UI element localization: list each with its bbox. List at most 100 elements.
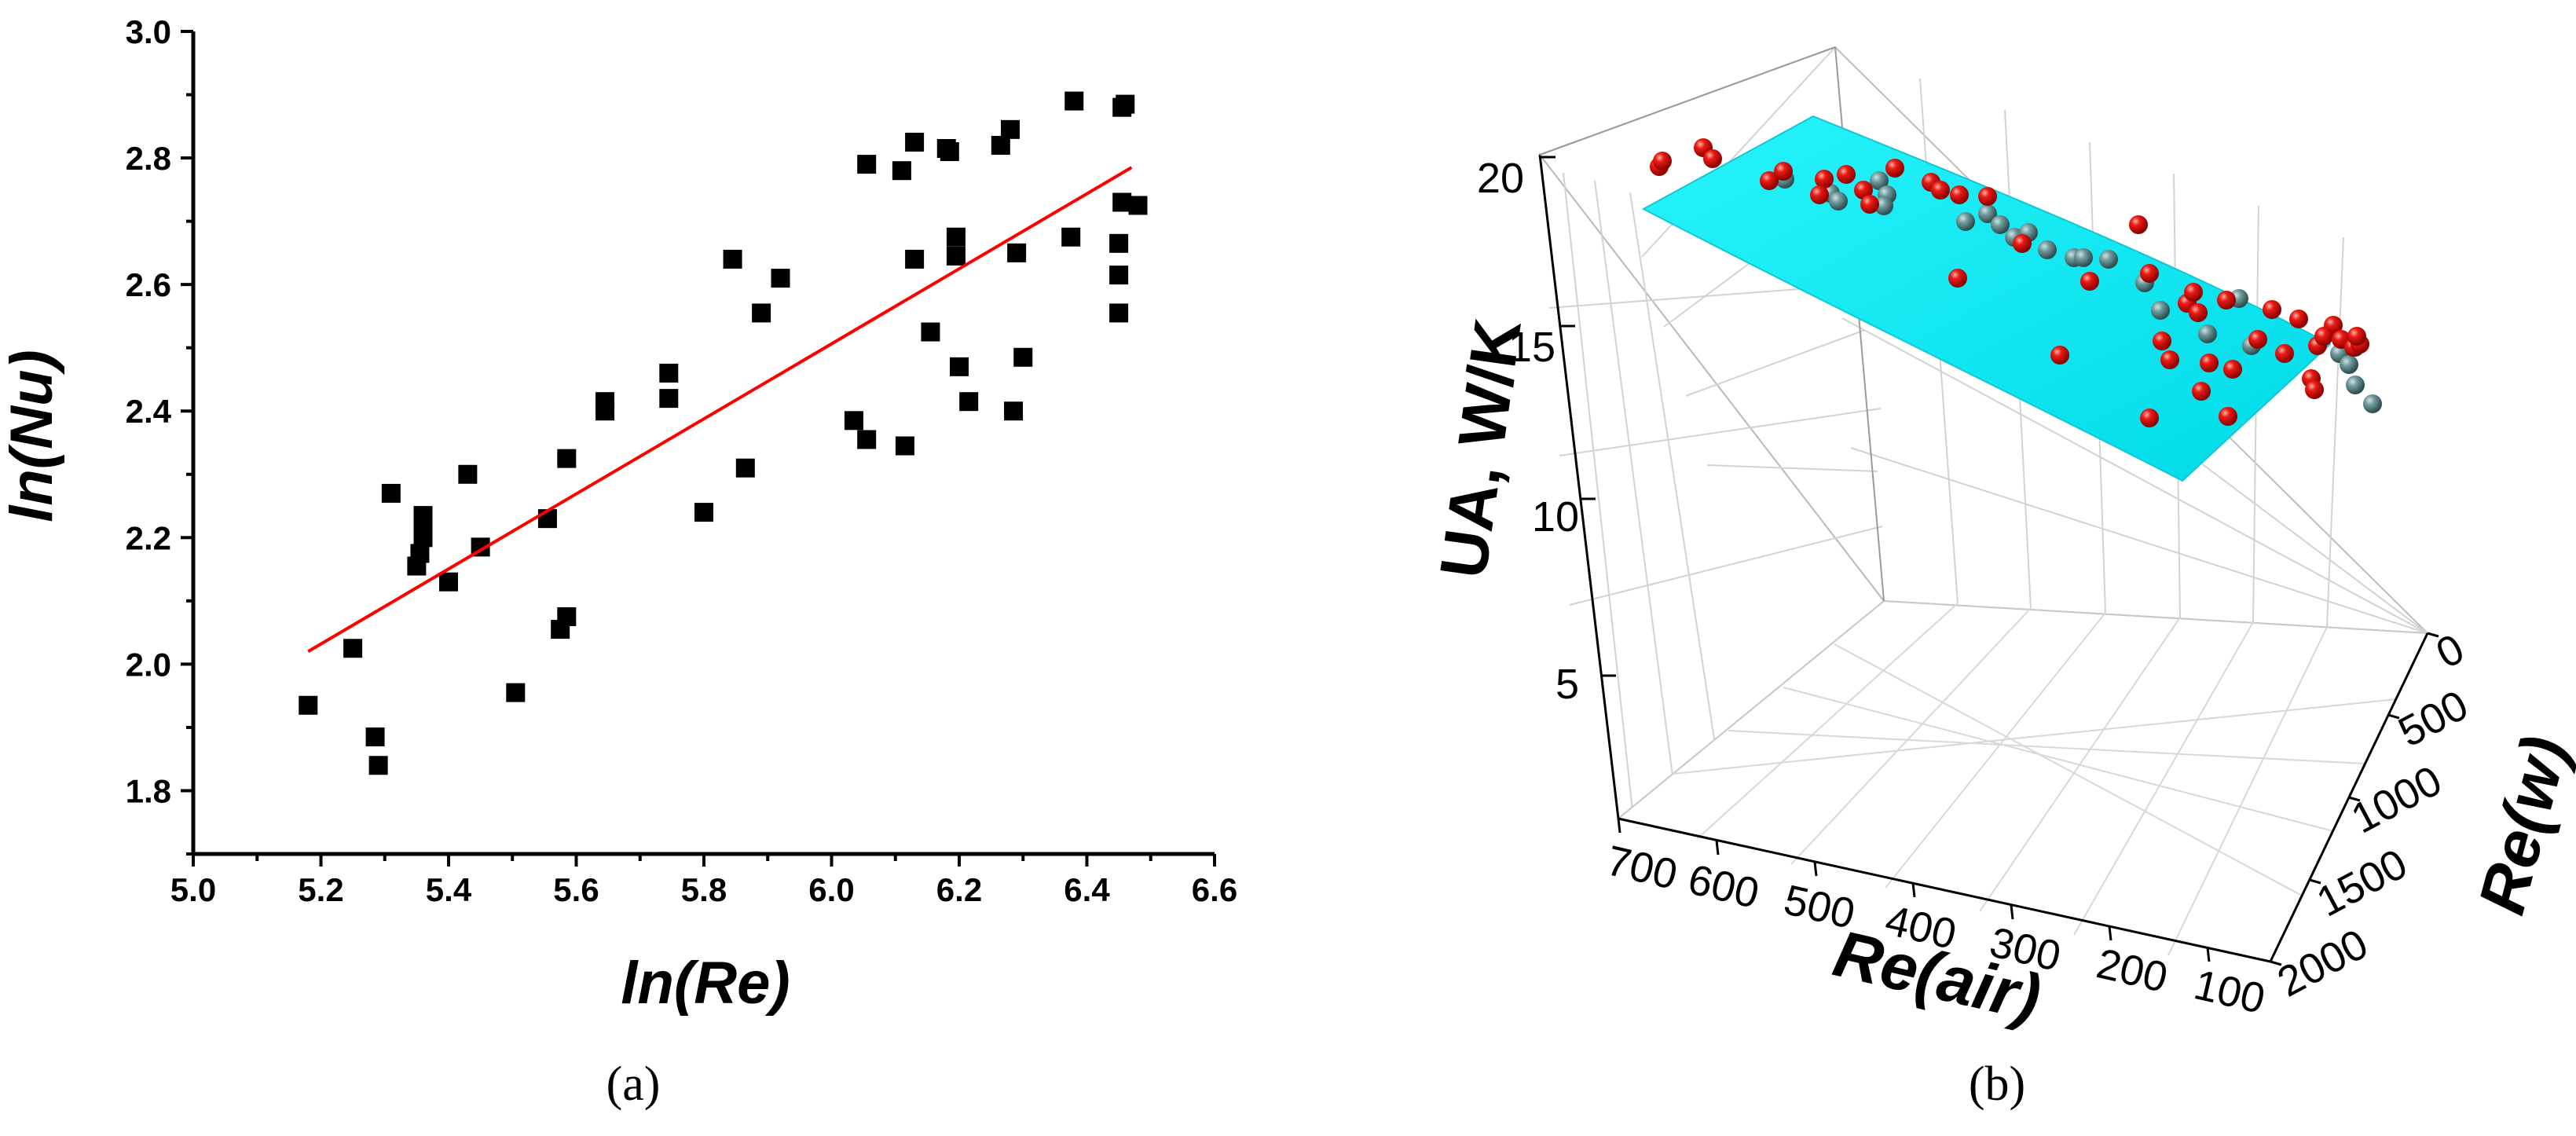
x-tick-label: 6.4 <box>1064 871 1110 908</box>
red-sphere-icon <box>2314 327 2333 346</box>
data-point <box>595 392 615 412</box>
data-point <box>1109 303 1129 323</box>
y-tick-label-b: 0 <box>2428 625 2472 678</box>
grey-sphere-icon <box>1870 171 1889 190</box>
grey-sphere-icon <box>2340 355 2358 374</box>
fitted-surface <box>1641 115 2332 482</box>
plot-a-tick-labels: 5.0 5.2 5.4 5.6 5.8 6.0 6.2 6.4 6.6 1.8 2.0 2.2 2.4 2… <box>126 13 1238 908</box>
red-sphere-icon <box>1885 159 1904 178</box>
data-point <box>723 249 742 269</box>
scatter-plot-a: 5.0 5.2 5.4 5.6 5.8 6.0 6.2 6.4 6.6 1.8 2.0 2.2 2.4 2… <box>0 13 1237 1111</box>
data-spheres <box>1650 138 2382 427</box>
red-sphere-icon <box>1760 171 1779 190</box>
grey-sphere-icon <box>1829 192 1848 211</box>
data-point <box>1112 192 1132 212</box>
data-point <box>946 246 966 266</box>
red-sphere-icon <box>2140 409 2159 427</box>
red-sphere-icon <box>2217 291 2236 310</box>
grey-sphere-icon <box>2363 394 2382 413</box>
x-tick-label-b: 100 <box>2189 961 2269 1023</box>
red-sphere-icon <box>1931 181 1950 200</box>
data-point <box>857 155 877 174</box>
data-point <box>1116 94 1135 114</box>
x-tick-label: 5.4 <box>426 871 472 908</box>
y-ticks-b <box>2270 632 2439 966</box>
grey-sphere-icon <box>2074 248 2093 267</box>
grey-sphere-icon <box>2038 240 2057 259</box>
grey-sphere-icon <box>2099 250 2118 269</box>
red-sphere-icon <box>2140 264 2159 283</box>
data-point <box>410 544 430 563</box>
x-axis-line <box>1618 817 2271 963</box>
x-ticks-b <box>1617 818 2211 962</box>
back-top-edge <box>1539 46 1836 156</box>
red-sphere-icon <box>1703 149 1722 168</box>
data-point <box>1007 243 1027 262</box>
x-tick-label: 6.2 <box>936 871 982 908</box>
data-point <box>950 357 969 376</box>
red-sphere-icon <box>2248 330 2267 349</box>
red-sphere-icon <box>2050 346 2069 365</box>
red-sphere-icon <box>2080 272 2099 291</box>
red-sphere-icon <box>1810 185 1829 204</box>
z-axis-line <box>1538 154 1620 819</box>
grey-sphere-icon <box>1956 212 1975 231</box>
z-tick-label: 20 <box>1477 155 1524 202</box>
data-point <box>365 727 385 747</box>
data-point <box>895 436 914 456</box>
red-sphere-icon <box>1978 187 1997 206</box>
red-sphere-icon <box>1774 162 1793 181</box>
data-point <box>368 756 388 775</box>
data-point <box>1001 119 1020 139</box>
caption-a: (a) <box>606 1057 661 1111</box>
red-sphere-icon <box>1815 170 1834 189</box>
plot-a-points <box>299 91 1148 775</box>
red-sphere-icon <box>1948 269 1967 288</box>
red-sphere-icon <box>2184 283 2203 302</box>
y-tick-label-b: 2000 <box>2270 920 2375 1006</box>
red-sphere-icon <box>2189 303 2208 322</box>
red-sphere-icon <box>2192 382 2211 401</box>
z-axis-label-b: UA, W/K <box>1426 314 1535 582</box>
data-point <box>458 464 478 484</box>
grey-sphere-icon <box>2346 376 2365 394</box>
x-tick-label: 6.6 <box>1192 871 1237 908</box>
x-tick-label: 5.0 <box>170 871 216 908</box>
y-tick-label: 2.6 <box>126 266 171 303</box>
data-point <box>921 322 940 342</box>
data-point <box>771 269 790 288</box>
grey-sphere-icon <box>1978 204 1997 223</box>
data-point <box>940 142 959 162</box>
data-point <box>991 135 1010 155</box>
x-tick-label: 5.8 <box>681 871 727 908</box>
red-sphere-icon <box>2160 350 2179 369</box>
red-sphere-icon <box>1860 195 1879 214</box>
red-sphere-icon <box>2263 300 2281 319</box>
data-point <box>946 227 966 247</box>
data-point <box>439 572 458 592</box>
surface-plot-b: 20 15 10 5 700 600 500 400 300 200 100 0 <box>1426 46 2576 1111</box>
plot-a-ticks <box>181 30 1216 867</box>
y-tick-label: 2.2 <box>126 519 171 556</box>
x-tick-label: 5.6 <box>553 871 599 908</box>
data-point <box>905 249 925 269</box>
data-point <box>557 606 577 626</box>
data-point <box>694 503 713 522</box>
data-point <box>343 639 363 658</box>
data-point <box>752 303 771 323</box>
grey-sphere-icon <box>2198 324 2217 343</box>
data-point <box>1109 266 1129 285</box>
data-point <box>1004 401 1024 421</box>
z-tick-label: 5 <box>1555 661 1579 708</box>
data-point <box>857 430 877 449</box>
y-tick-label: 1.8 <box>126 772 171 809</box>
red-sphere-icon <box>1950 185 1969 204</box>
x-tick-label: 5.2 <box>298 871 343 908</box>
x-tick-label: 6.0 <box>808 871 854 908</box>
red-sphere-icon <box>2275 344 2294 363</box>
data-point <box>299 695 318 715</box>
data-point <box>1013 347 1033 367</box>
data-point <box>506 683 526 702</box>
data-point <box>892 161 911 181</box>
